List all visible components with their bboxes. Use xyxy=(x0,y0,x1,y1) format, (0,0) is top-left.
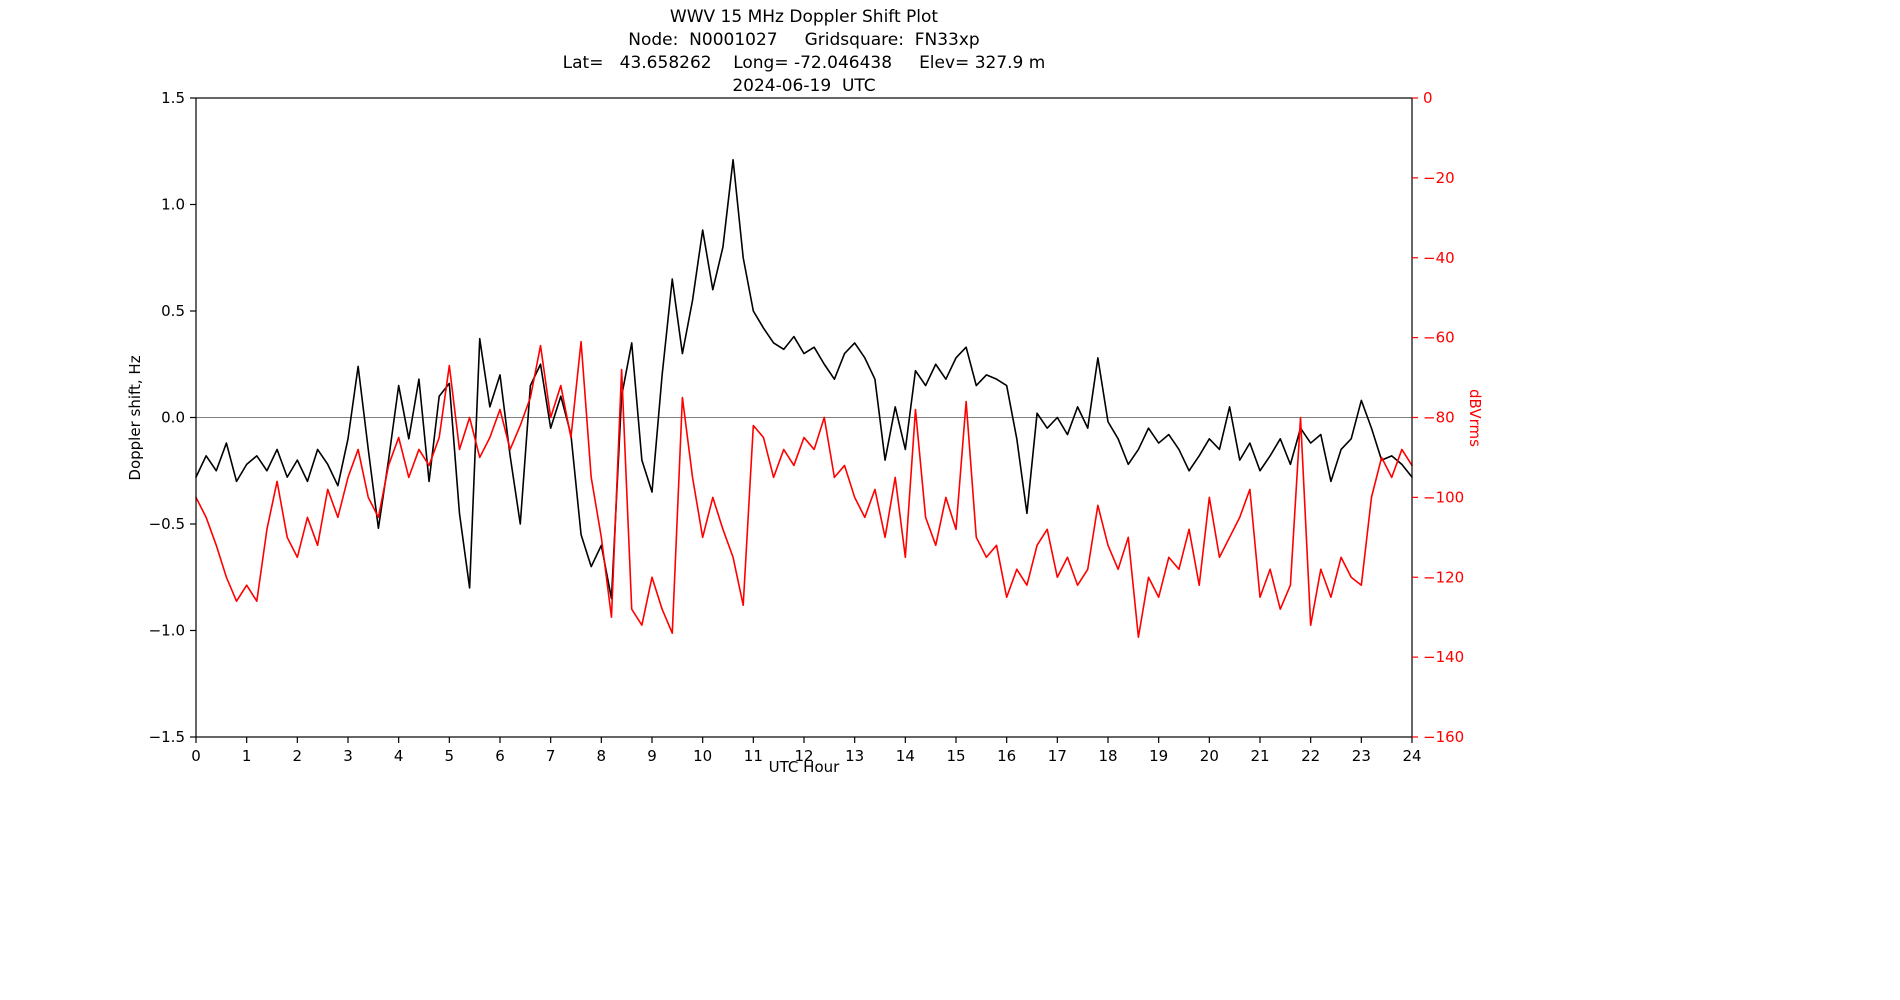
chart-date-line: 2024-06-19 UTC xyxy=(732,76,876,96)
x-tick-label: 8 xyxy=(597,747,607,765)
x-tick-label: 9 xyxy=(647,747,657,765)
x-tick-label: 18 xyxy=(1098,747,1117,765)
x-tick-label: 23 xyxy=(1352,747,1371,765)
y-right-tick-label: −140 xyxy=(1423,648,1464,666)
doppler-shift-line xyxy=(195,158,1413,600)
y-axis-label-right: dBVrms xyxy=(1466,389,1484,447)
y-right-tick-label: −160 xyxy=(1423,728,1464,746)
y-right-tick-label: −40 xyxy=(1423,249,1455,267)
x-tick-label: 21 xyxy=(1250,747,1269,765)
y-right-tick-label: 0 xyxy=(1423,89,1433,107)
y-axis-label-left: Doppler shift, Hz xyxy=(126,355,144,480)
y-right-tick-label: −100 xyxy=(1423,488,1464,506)
y-left-tick-label: −1.5 xyxy=(149,728,185,746)
x-axis-label: UTC Hour xyxy=(769,758,840,776)
chart-node-line: Node: N0001027 Gridsquare: FN33xp xyxy=(628,30,980,50)
y-left-tick-label: 0.5 xyxy=(161,302,185,320)
chart-header: WWV 15 MHz Doppler Shift Plot Node: N000… xyxy=(196,6,1412,98)
x-tick-label: 0 xyxy=(191,747,201,765)
x-tick-label: 7 xyxy=(546,747,556,765)
chart-title: WWV 15 MHz Doppler Shift Plot xyxy=(669,7,939,27)
x-tick-label: 17 xyxy=(1048,747,1067,765)
x-tick-label: 13 xyxy=(845,747,864,765)
x-tick-label: 2 xyxy=(293,747,303,765)
x-tick-label: 22 xyxy=(1301,747,1320,765)
chart-position-line: Lat= 43.658262 Long= -72.046438 Elev= 32… xyxy=(562,53,1046,73)
dbvrms-line xyxy=(195,340,1413,638)
x-tick-label: 5 xyxy=(445,747,455,765)
x-tick-label: 1 xyxy=(242,747,252,765)
y-left-tick-label: −1.0 xyxy=(149,622,185,640)
x-tick-label: 20 xyxy=(1200,747,1219,765)
y-left-tick-label: 0.0 xyxy=(161,409,185,427)
x-tick-label: 4 xyxy=(394,747,404,765)
y-left-tick-label: 1.5 xyxy=(161,89,185,107)
y-left-tick-label: 1.0 xyxy=(161,196,185,214)
x-tick-label: 16 xyxy=(997,747,1016,765)
y-right-tick-label: −20 xyxy=(1423,169,1455,187)
x-tick-label: 14 xyxy=(896,747,915,765)
y-right-tick-label: −60 xyxy=(1423,329,1455,347)
x-tick-label: 19 xyxy=(1149,747,1168,765)
y-right-tick-label: −80 xyxy=(1423,409,1455,427)
x-tick-label: 15 xyxy=(946,747,965,765)
y-left-tick-label: −0.5 xyxy=(149,515,185,533)
x-tick-label: 6 xyxy=(495,747,505,765)
x-tick-label: 3 xyxy=(343,747,353,765)
y-right-tick-label: −120 xyxy=(1423,568,1464,586)
x-tick-label: 11 xyxy=(744,747,763,765)
x-tick-label: 12 xyxy=(794,747,813,765)
x-tick-label: 24 xyxy=(1402,747,1421,765)
x-tick-label: 10 xyxy=(693,747,712,765)
plot-dynamic-layer: 0 1 2 3 4 5 6 7 8 9 10 11 12 13 14 15 16 17 18 19 20 21 22 23 24… xyxy=(149,89,1465,765)
